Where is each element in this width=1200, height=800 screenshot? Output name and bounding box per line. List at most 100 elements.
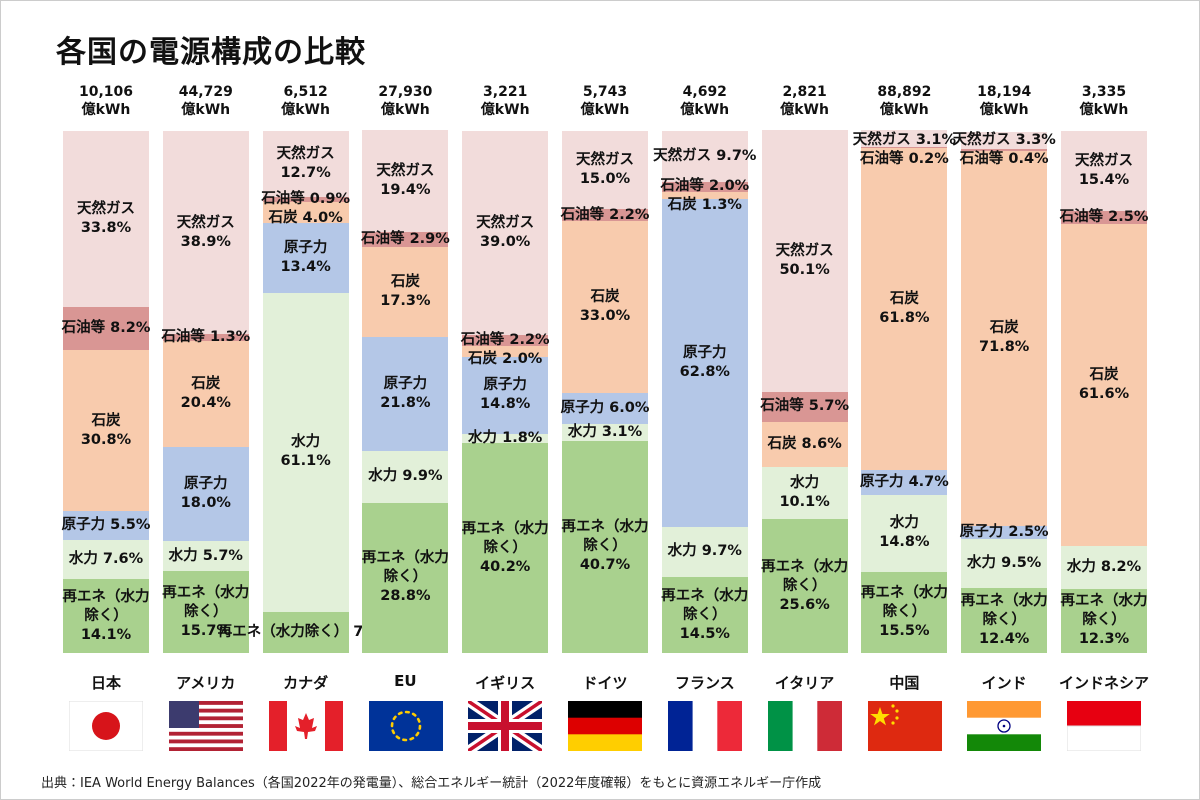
segment-name: 天然ガス xyxy=(376,163,435,180)
segment-value: 15.7% xyxy=(180,622,231,639)
segment-value: 0.9% xyxy=(309,191,350,208)
segment-name: 原子力 xyxy=(383,376,428,393)
segment-value: 14.8% xyxy=(879,534,930,551)
bar-segment xyxy=(262,131,349,198)
category-label: インドネシア xyxy=(1058,674,1149,692)
segment-value: 9.7% xyxy=(701,543,742,560)
bar-segment xyxy=(761,421,848,467)
total-unit: 億kWh xyxy=(480,102,530,118)
segment-label: 再エネ（水力除く） 12.3% xyxy=(1054,592,1154,649)
segment-value: 14.8% xyxy=(480,396,531,413)
segment-value: 4.0% xyxy=(302,210,343,227)
bar-segment xyxy=(661,198,748,527)
flag-china xyxy=(868,701,942,751)
segment-name: 天然ガス xyxy=(1075,153,1133,170)
segment-name: 石炭 xyxy=(989,320,1019,337)
category-label: アメリカ xyxy=(176,674,236,692)
bar-segment xyxy=(63,539,149,580)
segment-name: 再エネ（水力除く） xyxy=(960,593,1048,629)
segment-label: 水力 10.1% xyxy=(755,474,855,512)
segment-label: 原子力 6.0% xyxy=(561,399,650,418)
flag-france xyxy=(668,701,742,751)
segment-name: 石油等 xyxy=(760,398,804,415)
segment-value: 15.0% xyxy=(579,171,631,188)
segment-name: 石炭 xyxy=(667,197,697,214)
segment-value: 30.8% xyxy=(80,431,132,448)
segment-label: 石炭 8.6% xyxy=(767,435,841,454)
bar-segment xyxy=(961,148,1048,151)
flag-japan xyxy=(69,701,143,751)
total-label: 18,194 億kWh xyxy=(954,83,1054,119)
segment-label: 石炭 33.0% xyxy=(555,288,655,326)
bar-segment xyxy=(761,130,848,392)
total-label: 27,930 億kWh xyxy=(355,83,455,119)
segment-name: 石油等 xyxy=(460,331,505,348)
bar-segment xyxy=(562,220,648,394)
total-value: 3,221 xyxy=(483,84,528,100)
segment-label: 水力 9.9% xyxy=(368,467,442,486)
bar-segment xyxy=(162,571,249,653)
segment-name: 原子力 xyxy=(283,239,328,256)
bar-segment xyxy=(1061,211,1147,225)
segment-label: 原子力 18.0% xyxy=(156,475,256,513)
segment-name: 天然ガス xyxy=(852,132,911,148)
segment-value: 2.5% xyxy=(1108,209,1149,226)
bar-segment xyxy=(462,443,549,653)
segment-name: 水力 xyxy=(889,515,919,532)
segment-value: 5.5% xyxy=(110,516,151,533)
segment-label: 石油等 2.9% xyxy=(361,230,450,249)
segment-name: 再エネ（水力除く） xyxy=(561,519,649,555)
bar-segment xyxy=(1061,224,1147,546)
total-value: 88,892 xyxy=(877,84,932,100)
bar-segment xyxy=(162,334,249,341)
bar-segment xyxy=(462,356,549,434)
segment-label: 原子力 2.5% xyxy=(960,523,1049,542)
category-label: ドイツ xyxy=(582,674,628,692)
total-label: 2,821 億kWh xyxy=(755,83,855,119)
segment-value: 21.8% xyxy=(380,395,431,412)
bar-segment xyxy=(262,292,349,612)
segment-value: 40.2% xyxy=(480,558,531,575)
total-value: 44,729 xyxy=(178,84,233,100)
segment-label: 原子力 62.8% xyxy=(655,344,755,382)
flag-italy xyxy=(768,701,842,751)
segment-name: 水力 xyxy=(368,468,398,485)
bar-segment xyxy=(761,519,848,653)
bar-segment xyxy=(1061,131,1147,212)
bar-segment xyxy=(861,470,948,495)
bar-segment xyxy=(961,525,1048,539)
segment-label: 石炭 2.0% xyxy=(468,350,542,369)
segment-label: 水力 5.7% xyxy=(169,547,243,566)
bar-segment xyxy=(63,579,149,653)
segment-value: 39.0% xyxy=(480,233,531,250)
segment-name: 水力 xyxy=(1066,558,1096,575)
segment-value: 4.7% xyxy=(908,474,949,491)
bar-segment xyxy=(861,130,948,147)
segment-name: 再エネ（水力除く） xyxy=(860,585,948,621)
segment-value: 71.8% xyxy=(979,339,1030,356)
segment-label: 天然ガス 3.3% xyxy=(953,131,1056,150)
segment-value: 6.0% xyxy=(609,400,650,417)
segment-name: 石炭 xyxy=(390,274,420,291)
segment-name: 石油等 xyxy=(261,191,305,208)
segment-value: 13.4% xyxy=(280,258,331,275)
segment-label: 石油等 2.2% xyxy=(461,331,550,350)
segment-value: 40.7% xyxy=(579,557,631,574)
bar-segment xyxy=(362,337,449,451)
bar-segment xyxy=(661,181,748,193)
total-unit: 億kWh xyxy=(680,102,730,118)
segment-name: 天然ガス xyxy=(276,146,335,163)
segment-name: 天然ガス xyxy=(77,201,135,218)
segment-name: 水力 xyxy=(68,551,98,568)
segment-label: 水力 14.8% xyxy=(854,514,954,552)
bar-segment xyxy=(861,572,948,653)
bar-segment xyxy=(861,147,948,471)
segment-name: 原子力 xyxy=(560,400,605,417)
segment-label: 石炭 30.8% xyxy=(56,412,156,450)
segment-value: 25.6% xyxy=(779,596,830,613)
bar-segment xyxy=(63,511,149,540)
total-label: 3,221 億kWh xyxy=(455,83,555,119)
segment-name: 原子力 xyxy=(860,474,904,491)
category-label: イギリス xyxy=(475,674,536,692)
total-unit: 億kWh xyxy=(1079,102,1129,118)
